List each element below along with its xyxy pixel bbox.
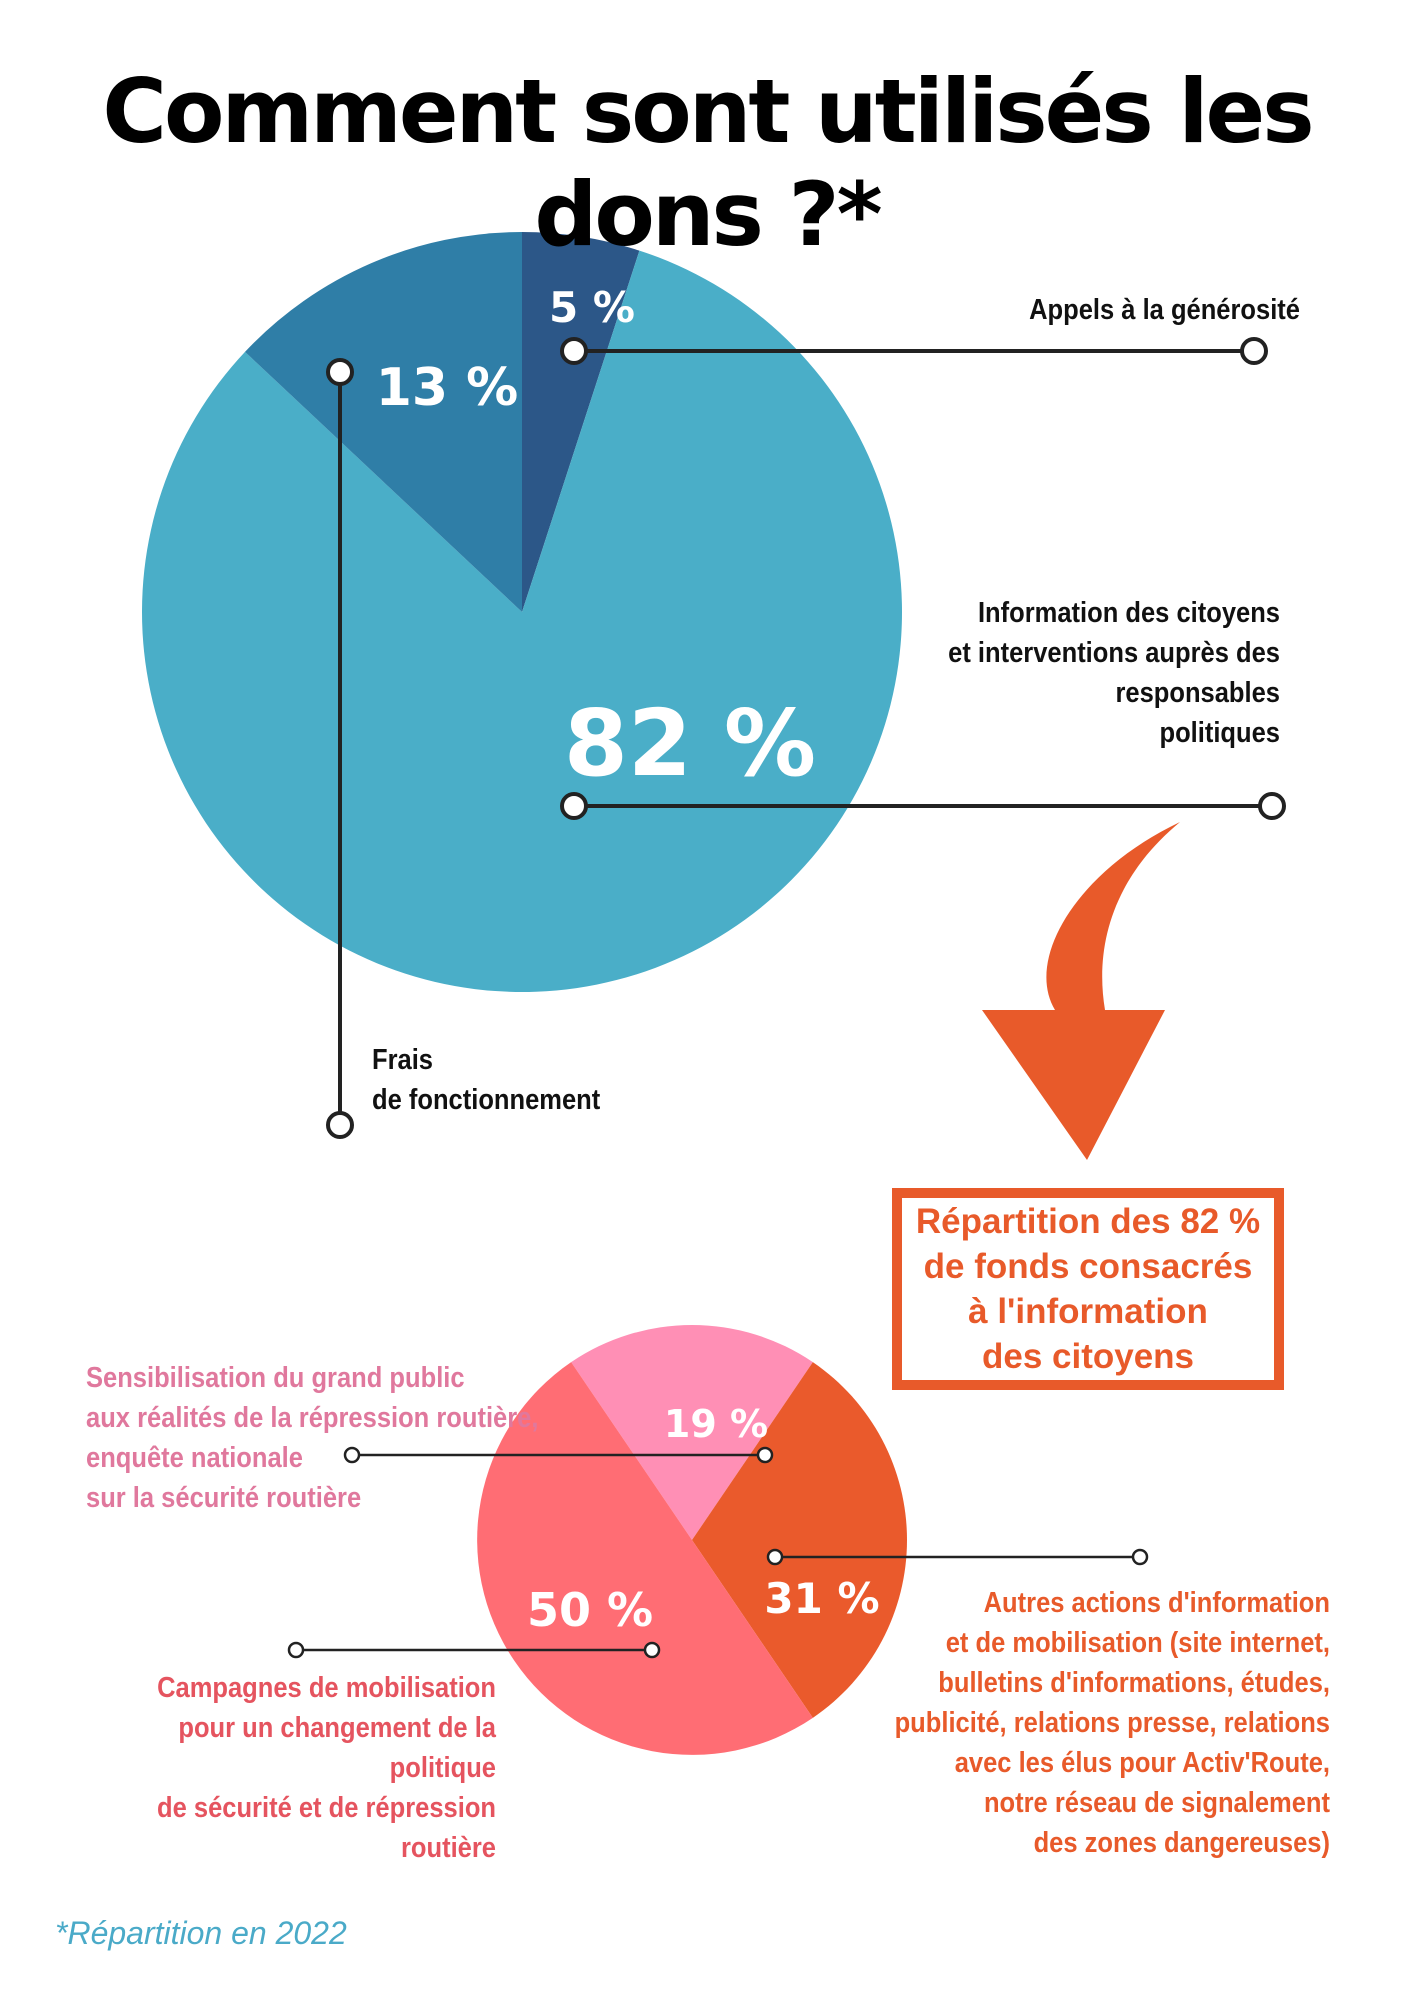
leader-campagnes	[287, 1641, 661, 1659]
leader-appels	[560, 337, 1268, 365]
pie-chart-donations: 5 % 82 % 13 %	[142, 232, 903, 992]
callout-text: Répartition des 82 % de fonds consacrés …	[915, 1202, 1261, 1376]
leader-autres	[766, 1548, 1149, 1566]
pie1-value-label-0: 5 %	[549, 283, 635, 332]
pie1-value-label-1: 82 %	[564, 690, 816, 797]
pie2-slice-0	[571, 1325, 813, 1540]
label-information: Information des citoyens et intervention…	[948, 597, 1280, 749]
label-frais: Frais de fonctionnement	[372, 1044, 601, 1116]
leader-sensibilisation	[343, 1446, 774, 1464]
footnote: *Répartition en 2022	[55, 1915, 347, 1951]
pie2-value-label-2: 50 %	[527, 1583, 653, 1637]
pie1-value-label-2: 13 %	[376, 358, 519, 418]
leader-lines	[287, 337, 1286, 1659]
label-appels: Appels à la générosité	[1029, 294, 1300, 326]
pie2-slice-2	[477, 1362, 813, 1755]
leader-frais	[326, 358, 354, 1139]
pie2-slice-1	[692, 1362, 907, 1718]
label-autres: Autres actions d'information et de mobil…	[894, 1587, 1330, 1859]
pie2-value-label-1: 31 %	[764, 1574, 879, 1623]
pie-chart-information-split: 19 % 31 % 50 %	[477, 1325, 907, 1755]
curved-arrow-icon	[982, 822, 1180, 1160]
pie2-value-label-0: 19 %	[664, 1402, 768, 1446]
pie1-slice-2	[244, 232, 522, 612]
leader-information	[560, 792, 1286, 820]
label-campagnes: Campagnes de mobilisation pour un change…	[157, 1672, 496, 1864]
pie1-slice-0	[522, 232, 640, 612]
label-sensibilisation: Sensibilisation du grand public aux réal…	[86, 1362, 539, 1514]
callout-box: Répartition des 82 % de fonds consacrés …	[892, 1188, 1284, 1390]
page-title: Comment sont utilisés les dons ?*	[102, 60, 1314, 266]
